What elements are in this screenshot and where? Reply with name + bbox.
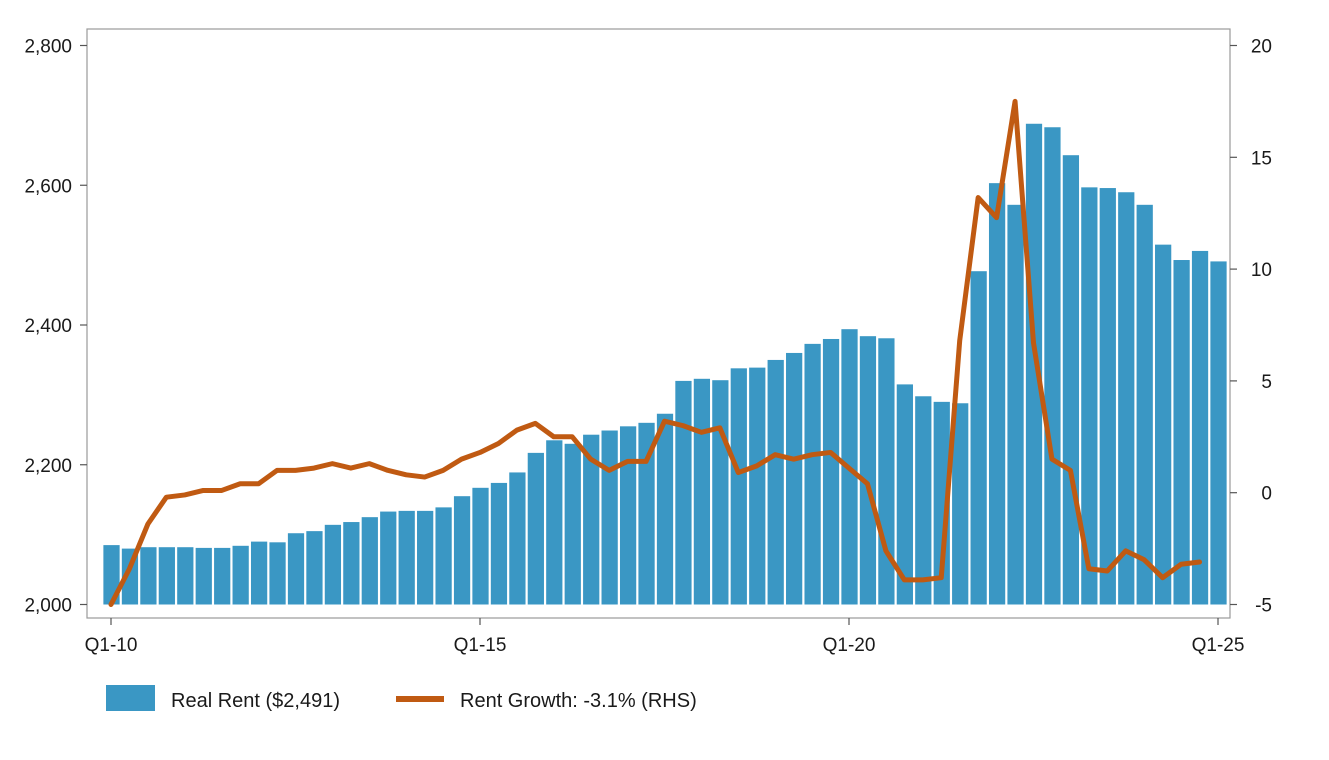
bar-real-rent-57 (1155, 244, 1172, 605)
bar-real-rent-46 (952, 403, 969, 605)
bar-real-rent-2 (140, 547, 157, 605)
x-axis: Q1-10 Q1-15 Q1-20 Q1-25 (85, 618, 1245, 656)
right-tick-label-0: -5 (1255, 596, 1272, 617)
bar-real-rent-28 (619, 426, 637, 605)
bar-real-rent-51 (1044, 127, 1061, 605)
right-tick-label-5: 20 (1251, 37, 1272, 58)
bar-real-rent-29 (638, 422, 655, 605)
bar-real-rent-58 (1173, 260, 1190, 605)
bar-real-rent-60 (1210, 261, 1227, 605)
bar-real-rent-7 (232, 545, 249, 605)
bar-real-rent-19 (453, 496, 471, 605)
bar-real-rent-45 (933, 401, 950, 605)
bar-real-rent-37 (786, 352, 803, 605)
left-tick-label-3: 2,600 (24, 176, 72, 197)
bar-real-rent-38 (804, 343, 821, 605)
left-tick-label-1: 2,200 (24, 456, 72, 477)
growth-line-group (108, 98, 1203, 607)
left-tick-label-2: 2,400 (24, 316, 72, 337)
legend-swatch-real-rent (106, 685, 155, 711)
bar-real-rent-48 (988, 183, 1006, 605)
growth-line (108, 98, 1203, 607)
bar-real-rent-49 (1007, 204, 1024, 605)
bar-real-rent-11 (306, 531, 323, 605)
legend-label-rent-growth: Rent Growth: -3.1% (RHS) (460, 690, 697, 712)
x-tick-label-3: Q1-25 (1192, 635, 1245, 656)
legend-label-real-rent: Real Rent ($2,491) (171, 690, 340, 712)
left-tick-label-4: 2,800 (24, 37, 72, 58)
bar-real-rent-41 (859, 336, 877, 605)
bar-real-rent-52 (1062, 155, 1080, 605)
bar-real-rent-34 (730, 368, 747, 605)
bar-real-rent-54 (1099, 188, 1116, 605)
bar-real-rent-16 (398, 510, 415, 605)
bar-real-rent-6 (214, 547, 231, 605)
bar-real-rent-35 (749, 367, 766, 605)
right-tick-label-4: 15 (1251, 148, 1272, 169)
right-axis: -5 0 5 10 15 20 (1230, 37, 1272, 617)
x-tick-label-1: Q1-15 (454, 635, 507, 656)
bar-real-rent-14 (361, 517, 378, 605)
bar-real-rent-39 (822, 338, 840, 605)
bar-real-rent-10 (287, 533, 305, 605)
bar-real-rent-31 (675, 380, 692, 605)
legend: Real Rent ($2,491) Rent Growth: -3.1% (R… (106, 685, 697, 712)
bar-real-rent-56 (1136, 204, 1153, 605)
bar-real-rent-25 (564, 443, 581, 605)
bar-real-rent-18 (435, 507, 452, 605)
bar-real-rent-0 (103, 545, 120, 605)
bar-real-rent-27 (601, 430, 618, 605)
bar-real-rent-3 (158, 547, 175, 605)
plot-frame (86, 28, 1231, 619)
bar-real-rent-23 (527, 452, 544, 605)
bar-real-rent-26 (583, 434, 600, 605)
bar-real-rent-55 (1118, 192, 1135, 605)
right-tick-label-1: 0 (1261, 484, 1272, 505)
bar-real-rent-17 (417, 510, 434, 605)
x-tick-label-2: Q1-20 (823, 635, 876, 656)
bar-real-rent-32 (693, 378, 711, 605)
rent-bars (103, 123, 1227, 605)
bar-real-rent-47 (970, 271, 987, 605)
bar-real-rent-20 (472, 487, 489, 605)
bar-real-rent-5 (195, 547, 212, 605)
left-tick-label-0: 2,000 (24, 596, 72, 617)
bar-real-rent-15 (380, 511, 397, 605)
bar-real-rent-33 (712, 380, 729, 605)
bar-real-rent-22 (509, 472, 526, 605)
bar-real-rent-50 (1025, 123, 1043, 605)
left-axis: 2,000 2,200 2,400 2,600 2,800 (24, 37, 87, 617)
bar-real-rent-44 (915, 396, 932, 605)
bar-real-rent-24 (546, 440, 563, 605)
bar-real-rent-36 (767, 359, 784, 605)
bar-real-rent-4 (177, 547, 194, 605)
bar-real-rent-9 (269, 542, 286, 605)
bar-real-rent-43 (896, 384, 913, 605)
bar-real-rent-53 (1081, 187, 1098, 605)
right-tick-label-2: 5 (1261, 372, 1272, 393)
right-tick-label-3: 10 (1251, 260, 1272, 281)
bar-real-rent-13 (343, 522, 360, 605)
bar-real-rent-30 (656, 413, 674, 605)
bar-real-rent-8 (250, 541, 268, 605)
bar-real-rent-21 (490, 482, 508, 605)
bar-real-rent-59 (1191, 250, 1209, 605)
x-tick-label-0: Q1-10 (85, 635, 138, 656)
bar-real-rent-12 (324, 524, 342, 605)
